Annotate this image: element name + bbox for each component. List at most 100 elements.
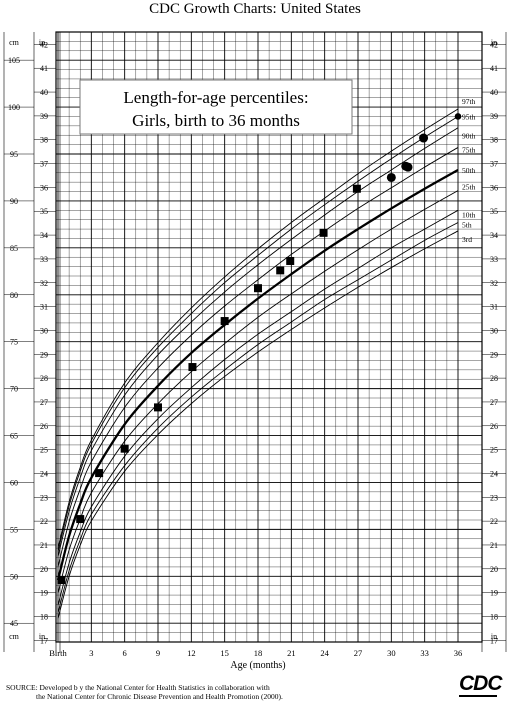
- in-tick-label-right: 35: [490, 207, 498, 216]
- chart-title-line-1: Length-for-age percentiles:: [123, 88, 308, 107]
- in-tick-label-right: 31: [490, 303, 498, 312]
- cm-tick-label: 70: [10, 385, 18, 394]
- measurement-square: [286, 256, 295, 265]
- percentile-curve-75th: [57, 147, 459, 568]
- cm-tick-label: 85: [10, 244, 18, 253]
- in-tick-label-right: 22: [490, 517, 498, 526]
- percentile-label-10th: 10th: [462, 210, 476, 219]
- in-tick-label-left: 24: [40, 469, 48, 478]
- in-tick-label-left: 34: [40, 231, 48, 240]
- in-tick-label-right: 28: [490, 374, 498, 383]
- in-tick-label-left: 19: [40, 589, 48, 598]
- in-tick-label-left: 32: [40, 279, 48, 288]
- in-tick-label-right: 19: [490, 589, 498, 598]
- percentile-curve-10th: [57, 209, 459, 606]
- x-tick-label: 18: [254, 648, 263, 658]
- in-tick-label-right: 38: [490, 136, 498, 145]
- in-tick-label-right: 33: [490, 255, 498, 264]
- source-line-2: the National Center for Chronic Disease …: [36, 692, 283, 701]
- in-tick-label-left: 33: [40, 255, 48, 264]
- source-line-1: SOURCE: Developed b y the National Cente…: [6, 683, 270, 692]
- percentile-label-90th: 90th: [462, 132, 476, 141]
- in-tick-label-right: 39: [490, 112, 498, 121]
- percentile-label-25th: 25th: [462, 183, 476, 192]
- percentile-label-3rd: 3rd: [462, 235, 472, 244]
- measurement-circle: [454, 113, 462, 120]
- measurement-circle: [403, 162, 413, 172]
- in-tick-label-right: 18: [490, 612, 498, 621]
- in-tick-label-right: 41: [490, 64, 498, 73]
- x-tick-label: 15: [220, 648, 229, 658]
- percentile-label-50th: 50th: [462, 166, 476, 175]
- measurement-circle: [386, 172, 396, 182]
- chart-title-line-2: Girls, birth to 36 months: [132, 111, 300, 130]
- cm-tick-label: 90: [10, 197, 18, 206]
- cm-tick-label: 45: [10, 619, 18, 628]
- in-tick-label-left: 25: [40, 446, 48, 455]
- in-tick-label-left: 38: [40, 136, 48, 145]
- in-tick-label-right: 29: [490, 350, 498, 359]
- measurement-square: [76, 515, 85, 524]
- x-tick-label: 33: [420, 648, 429, 658]
- in-tick-label-left: 41: [40, 64, 48, 73]
- measurement-square: [57, 576, 66, 585]
- in-unit-label-bottom-right: in: [491, 632, 497, 641]
- in-tick-label-right: 23: [490, 493, 498, 502]
- percentile-curve-25th: [57, 190, 459, 594]
- in-tick-label-right: 17: [490, 636, 498, 645]
- percentile-curve-3rd: [57, 230, 459, 619]
- in-tick-label-left: 21: [40, 541, 48, 550]
- in-tick-label-right: 32: [490, 279, 498, 288]
- in-unit-label-bottom-left: in: [39, 632, 45, 641]
- in-tick-label-left: 36: [40, 183, 48, 192]
- in-tick-label-left: 31: [40, 303, 48, 312]
- x-axis-label: Age (months): [230, 660, 285, 671]
- measurement-square: [220, 317, 229, 326]
- cm-tick-label: 75: [10, 338, 18, 347]
- x-tick-label: 9: [156, 648, 160, 658]
- in-tick-label-right: 42: [490, 40, 498, 49]
- in-tick-label-right: 30: [490, 326, 498, 335]
- cm-tick-label: 80: [10, 291, 18, 300]
- cdc-logo-underline: [459, 695, 497, 697]
- in-tick-label-left: 29: [40, 350, 48, 359]
- measurement-circle: [419, 133, 429, 143]
- in-tick-label-left: 27: [40, 398, 48, 407]
- cm-tick-label: 65: [10, 432, 18, 441]
- in-tick-label-left: 40: [40, 88, 48, 97]
- x-tick-label: 30: [387, 648, 396, 658]
- in-tick-label-right: 21: [490, 541, 498, 550]
- cdc-logo-mark: CDC: [459, 672, 503, 695]
- cm-tick-label: 105: [8, 56, 20, 65]
- in-tick-label-left: 42: [40, 40, 48, 49]
- cm-tick-label: 100: [8, 103, 20, 112]
- in-tick-label-right: 24: [490, 469, 498, 478]
- in-tick-label-left: 17: [40, 636, 48, 645]
- measurement-square: [95, 469, 104, 478]
- in-tick-label-left: 22: [40, 517, 48, 526]
- x-tick-label: 21: [287, 648, 296, 658]
- measurement-square: [352, 184, 361, 193]
- in-tick-label-right: 20: [490, 565, 498, 574]
- measurement-square: [254, 284, 262, 293]
- in-tick-label-left: 35: [40, 207, 48, 216]
- in-tick-label-left: 30: [40, 326, 48, 335]
- percentile-label-95th: 95th: [462, 112, 476, 121]
- in-tick-label-left: 18: [40, 612, 48, 621]
- cm-tick-label: 60: [10, 478, 18, 487]
- percentile-curve-5th: [57, 222, 459, 614]
- in-unit-label-top-left: in: [39, 38, 45, 47]
- in-tick-label-left: 37: [40, 160, 48, 169]
- in-tick-label-left: 28: [40, 374, 48, 383]
- percentile-curve-95th: [57, 116, 459, 553]
- source-note: SOURCE: Developed b y the National Cente…: [6, 683, 283, 701]
- x-tick-label: 24: [320, 648, 329, 658]
- cm-unit-label-bottom: cm: [9, 632, 20, 641]
- cm-tick-label: 50: [10, 572, 18, 581]
- cm-unit-label-top: cm: [9, 38, 20, 47]
- x-tick-label: 3: [89, 648, 93, 658]
- measurement-square: [154, 403, 162, 412]
- in-tick-label-left: 26: [40, 422, 48, 431]
- in-tick-label-right: 37: [490, 160, 498, 169]
